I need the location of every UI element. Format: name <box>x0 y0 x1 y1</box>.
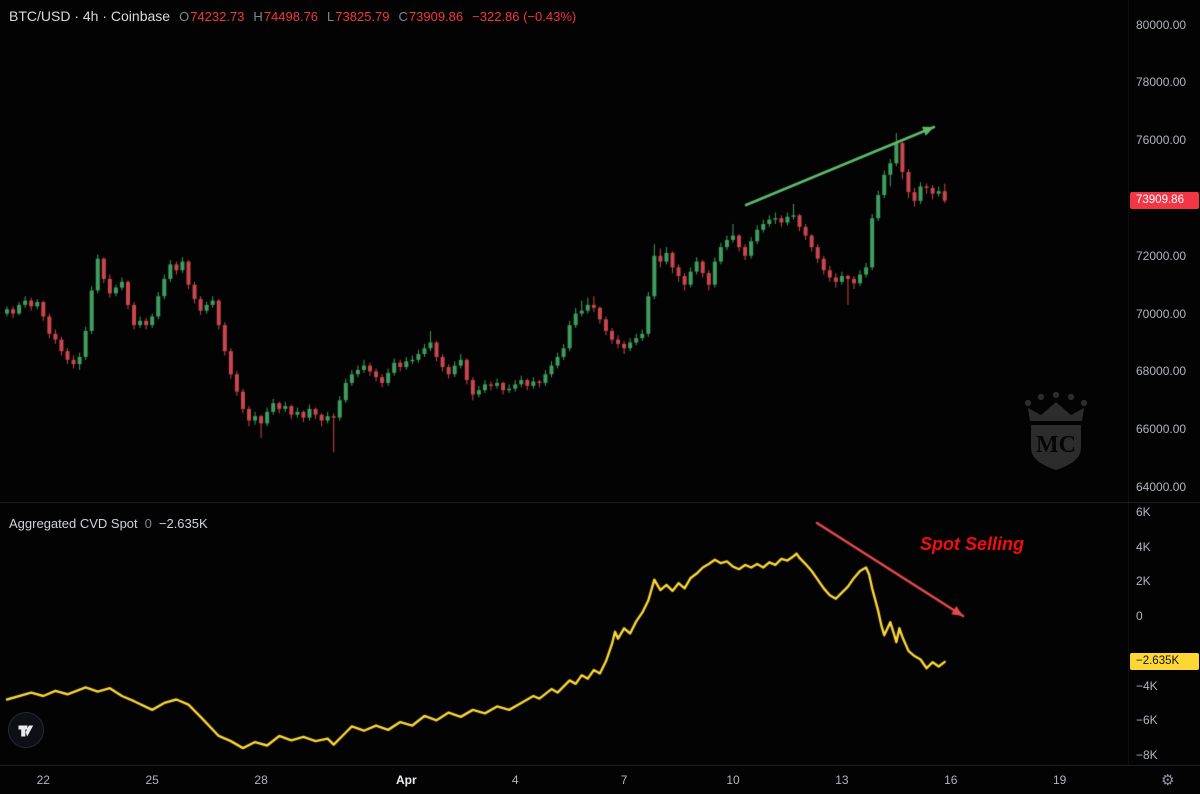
cvd-tick-label: 0 <box>1136 609 1143 624</box>
time-tick-label: 28 <box>254 773 268 787</box>
time-tick-label: 22 <box>36 773 50 787</box>
pane-divider[interactable] <box>0 502 1200 503</box>
close-label: C <box>398 9 408 24</box>
cvd-tick-label: −8K <box>1136 748 1158 763</box>
indicator-param: 0 <box>144 516 152 531</box>
price-scale[interactable]: 80000.00 78000.00 76000.00 72000.00 70000.00… <box>1128 0 1200 765</box>
settings-gear-icon[interactable]: ⚙ <box>1161 772 1175 789</box>
time-tick-label: Apr <box>395 773 417 787</box>
time-tick-label: 10 <box>726 773 740 787</box>
chart-canvas[interactable] <box>0 0 1128 765</box>
indicator-legend[interactable]: Aggregated CVD Spot 0 −2.635K <box>9 516 208 531</box>
time-tick-label: 16 <box>944 773 958 787</box>
mc-logo-watermark: MC <box>1014 388 1098 481</box>
low-value: 73825.79 <box>335 9 390 24</box>
open-value: 74232.73 <box>190 9 245 24</box>
ohlc-readout: O74232.73 H74498.76 L73825.79 C73909.86 −322… <box>170 9 576 24</box>
time-tick-label: 25 <box>145 773 159 787</box>
close-value: 73909.86 <box>408 9 464 24</box>
last-price-badge: 73909.86 <box>1130 192 1199 210</box>
price-tick-label: 70000.00 <box>1136 306 1187 321</box>
spot-selling-annotation[interactable]: Spot Selling <box>920 534 1025 554</box>
tradingview-logo[interactable] <box>8 712 44 748</box>
tradingview-icon <box>18 725 34 737</box>
indicator-value: −2.635K <box>158 516 208 531</box>
symbol-title[interactable]: BTC/USD · 4h · Coinbase <box>9 8 171 24</box>
cvd-tick-label: 4K <box>1136 539 1151 554</box>
symbol-legend[interactable]: BTC/USD · 4h · Coinbase O74232.73 H74498.7… <box>9 8 576 24</box>
low-label: L <box>327 9 335 24</box>
price-tick-label: 76000.00 <box>1136 133 1187 148</box>
open-label: O <box>179 9 190 24</box>
price-tick-label: 68000.00 <box>1136 364 1187 379</box>
time-tick-label: 19 <box>1053 773 1067 787</box>
price-tick-label: 64000.00 <box>1136 479 1187 494</box>
mc-crest-icon: MC <box>1024 391 1088 470</box>
price-tick-label: 72000.00 <box>1136 248 1187 263</box>
mc-watermark-text: MC <box>1036 432 1076 458</box>
time-tick-label: 7 <box>620 773 628 787</box>
cvd-tick-label: 2K <box>1136 574 1151 589</box>
price-tick-label: 80000.00 <box>1136 17 1187 32</box>
cvd-tick-label: −6K <box>1136 713 1158 728</box>
indicator-title[interactable]: Aggregated CVD Spot <box>9 516 138 531</box>
cvd-tick-label: 6K <box>1136 504 1151 519</box>
price-tick-label: 78000.00 <box>1136 75 1187 90</box>
cvd-tick-label: −4K <box>1136 678 1158 693</box>
change-value: −322.86 (−0.43%) <box>472 9 577 24</box>
time-tick-label: 13 <box>835 773 849 787</box>
time-scale[interactable]: 22 25 28 Apr 4 7 10 13 16 19 ⚙ <box>0 765 1200 794</box>
high-label: H <box>253 9 263 24</box>
time-tick-label: 4 <box>511 773 519 787</box>
cvd-value-badge: −2.635K <box>1130 653 1199 671</box>
high-value: 74498.76 <box>263 9 319 24</box>
price-tick-label: 66000.00 <box>1136 422 1187 437</box>
